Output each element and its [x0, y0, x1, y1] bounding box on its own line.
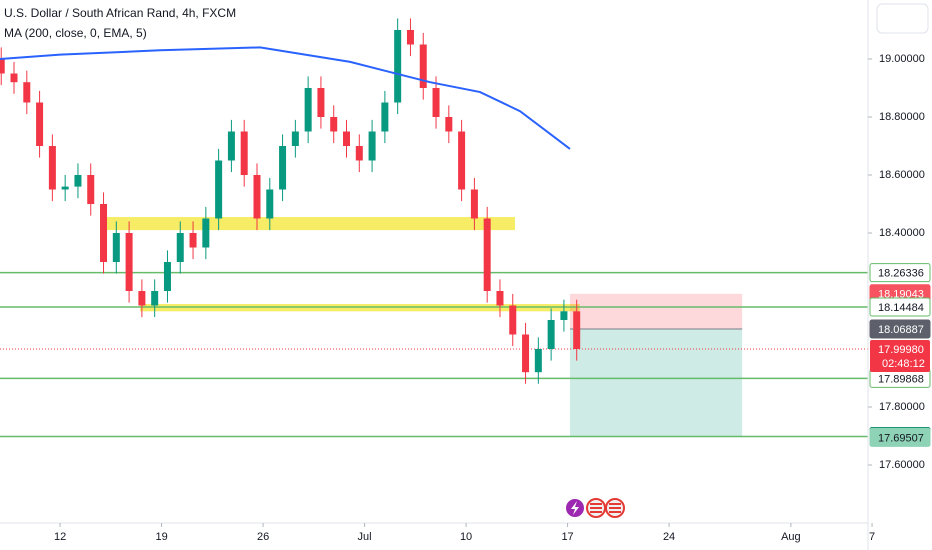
support-zone — [105, 217, 515, 231]
x-tick-label: Aug — [781, 531, 801, 543]
x-tick-label: 12 — [54, 531, 66, 543]
candle-body — [547, 320, 555, 349]
candle-body — [48, 146, 56, 190]
target-zone — [570, 329, 743, 437]
candle-body — [23, 82, 31, 103]
candle-body — [253, 175, 261, 219]
x-tick-label: 19 — [155, 531, 167, 543]
candle-body — [10, 73, 18, 83]
candle-body — [343, 131, 351, 146]
moving-average — [0, 46, 571, 150]
candle-body — [522, 334, 530, 373]
candle-body — [291, 131, 299, 146]
x-tick-label: 17 — [561, 531, 573, 543]
candle-body — [317, 88, 325, 117]
y-tick-label: 18.80000 — [879, 111, 925, 123]
y-tick-label: 18.40000 — [879, 227, 925, 239]
last-price-label: 17.99980 — [878, 344, 924, 356]
last-price-tag — [870, 340, 930, 373]
event-icons — [566, 498, 625, 518]
candle-body — [125, 233, 133, 291]
price-tag — [869, 319, 931, 339]
candle-body — [61, 186, 69, 190]
chart-title: U.S. Dollar / South African Rand, 4h, FX… — [4, 6, 236, 20]
candle-body — [304, 88, 312, 132]
price-tag-label: 18.26336 — [878, 268, 924, 280]
plot-area — [0, 18, 868, 438]
candle-body — [100, 204, 108, 262]
flag-stripe — [590, 503, 602, 505]
candle-body — [0, 59, 5, 74]
stop-zone — [570, 293, 743, 330]
candle-body — [573, 311, 581, 349]
candle-body — [138, 291, 146, 306]
candle-body — [406, 30, 414, 45]
candle-body — [202, 218, 210, 248]
candle-body — [87, 175, 95, 204]
candle-body — [496, 291, 504, 306]
candle-body — [534, 349, 542, 373]
candle-body — [381, 102, 389, 132]
candle-body — [189, 233, 197, 248]
candle-body — [394, 30, 402, 103]
candle-body — [151, 291, 159, 306]
candle-body — [240, 131, 248, 175]
x-tick-label: 24 — [663, 531, 675, 543]
price-tag — [869, 297, 931, 317]
candle-body — [163, 262, 171, 291]
x-tick-label: 7 — [869, 531, 875, 543]
candle-body — [227, 131, 235, 161]
candle-body — [266, 189, 274, 219]
candle-body — [419, 44, 427, 88]
candle-body — [470, 189, 478, 219]
candle-body — [36, 102, 44, 146]
candle-body — [279, 146, 287, 190]
price-tag — [869, 427, 931, 447]
flag-stripe — [590, 507, 602, 509]
flag-stripe — [609, 503, 621, 505]
candle-body — [368, 131, 376, 161]
candle-body — [176, 233, 184, 262]
indicator-label: MA (200, close, 0, EMA, 5) — [4, 26, 147, 40]
flag-stripe — [609, 507, 621, 509]
y-tick-label: 17.60000 — [879, 459, 925, 471]
candle-body — [330, 117, 338, 132]
y-tick-label: 18.60000 — [879, 169, 925, 181]
y-tick-label: 19.00000 — [879, 53, 925, 65]
y-tick-label: 17.80000 — [879, 401, 925, 413]
settings-button[interactable] — [876, 3, 929, 34]
candle-body — [458, 131, 466, 190]
candle-body — [432, 88, 440, 117]
candle-body — [445, 117, 453, 132]
candle-body — [509, 305, 517, 335]
candle-body — [112, 233, 120, 262]
candle-body — [74, 175, 82, 187]
price-tag-label: 17.69507 — [878, 432, 924, 444]
price-tag-label: 18.14484 — [878, 302, 924, 314]
x-tick-label: 10 — [460, 531, 472, 543]
flag-stripe — [590, 511, 602, 513]
candle-body — [560, 311, 568, 320]
price-tag-label: 17.89868 — [878, 373, 924, 385]
countdown-label: 02:48:12 — [882, 358, 925, 370]
x-tick-label: Jul — [358, 531, 372, 543]
lightning-glyph — [571, 501, 579, 515]
candle-body — [483, 218, 491, 291]
flag-stripe — [609, 511, 621, 513]
candle-body — [355, 146, 363, 161]
x-tick-label: 26 — [257, 531, 269, 543]
candle-body — [215, 160, 223, 219]
price-tag-label: 18.06887 — [878, 324, 924, 336]
price-tag — [869, 263, 931, 283]
